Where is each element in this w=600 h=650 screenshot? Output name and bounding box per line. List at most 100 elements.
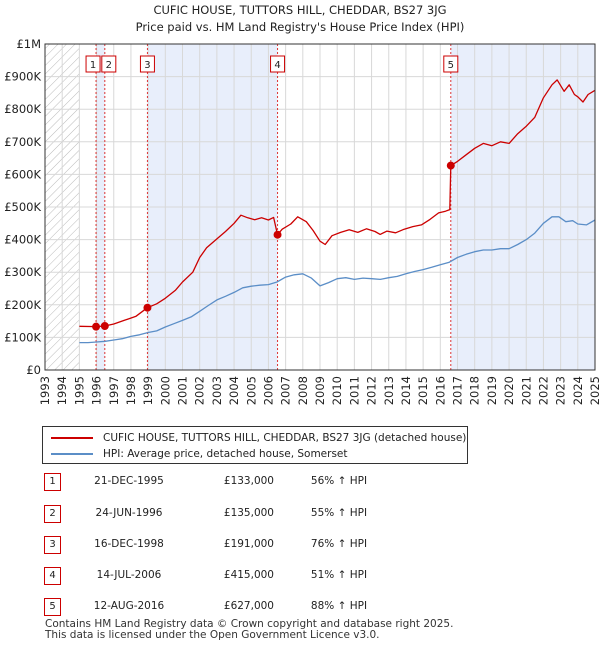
- x-tick-label: 2016: [433, 376, 447, 405]
- x-tick-label: 2010: [330, 376, 344, 405]
- sale-number-badge: 5: [44, 598, 61, 616]
- y-tick-label: £100K: [4, 330, 41, 344]
- property-series-line: [79, 79, 596, 328]
- sale-date: 16-DEC-1998: [94, 538, 164, 550]
- sale-point-marker: [100, 321, 109, 330]
- footer-line-licence: This data is licensed under the Open Gov…: [45, 629, 380, 641]
- legend-label-hpi: HPI: Average price, detached house, Some…: [103, 448, 348, 460]
- price-chart: CUFIC HOUSE, TUTTORS HILL, CHEDDAR, BS27…: [4, 3, 600, 405]
- x-tick-label: 1995: [72, 376, 86, 405]
- sale-number-text: 2: [106, 60, 112, 71]
- legend-item-hpi: HPI: Average price, detached house, Some…: [51, 447, 348, 461]
- x-tick-label: 2004: [227, 376, 241, 405]
- sale-number-box: [443, 55, 459, 73]
- chart-subtitle: Price paid vs. HM Land Registry's House …: [136, 20, 465, 34]
- x-tick-label: 2017: [451, 376, 465, 405]
- sale-price: £135,000: [223, 507, 274, 519]
- x-tick-label: 1997: [107, 376, 121, 405]
- y-tick-label: £1M: [16, 37, 41, 51]
- y-tick-label: £300K: [4, 265, 41, 279]
- sale-hpi-change: 55% ↑ HPI: [310, 507, 368, 519]
- sale-number-badge: 3: [44, 536, 61, 554]
- x-tick-label: 2013: [382, 376, 396, 405]
- x-tick-label: 2007: [279, 376, 293, 405]
- legend-item-property: CUFIC HOUSE, TUTTORS HILL, CHEDDAR, BS27…: [51, 431, 466, 445]
- sale-hpi-change: 56% ↑ HPI: [310, 475, 368, 487]
- sale-number-badge: 4: [44, 567, 61, 585]
- x-tick-label: 2021: [519, 376, 533, 405]
- sale-number-label: 3: [139, 55, 155, 73]
- y-tick-label: £700K: [4, 135, 41, 149]
- sale-hpi-change: 76% ↑ HPI: [310, 538, 368, 550]
- sale-date: 14-JUL-2006: [96, 569, 162, 581]
- x-tick-label: 2012: [365, 376, 379, 405]
- sale-number-label: 1: [85, 55, 101, 73]
- x-tick-label: 2011: [347, 376, 361, 405]
- x-tick-label: 2015: [416, 376, 430, 405]
- sale-date: 12-AUG-2016: [93, 600, 165, 612]
- x-tick-label: 2003: [210, 376, 224, 405]
- x-tick-label: 2023: [554, 376, 568, 405]
- x-tick-label: 2019: [485, 376, 499, 405]
- y-tick-label: £400K: [4, 233, 41, 247]
- x-tick-label: 2005: [244, 376, 258, 405]
- x-tick-label: 2024: [571, 376, 585, 405]
- x-tick-label: 2006: [261, 376, 275, 405]
- sale-row: 2 24-JUN-1996 £135,000 55% ↑ HPI: [44, 505, 444, 523]
- legend-label-property: CUFIC HOUSE, TUTTORS HILL, CHEDDAR, BS27…: [103, 432, 467, 444]
- sale-number-badge: 2: [44, 505, 61, 523]
- x-tick-label: 2014: [399, 376, 413, 405]
- x-tick-label: 2008: [296, 376, 310, 405]
- x-tick-label: 2020: [502, 376, 516, 405]
- x-tick-label: 1999: [141, 376, 155, 405]
- footer-line-copyright: Contains HM Land Registry data © Crown c…: [45, 618, 454, 630]
- sale-hpi-change: 51% ↑ HPI: [310, 569, 368, 581]
- x-tick-label: 2022: [536, 376, 550, 405]
- x-tick-label: 2025: [588, 376, 600, 405]
- y-tick-label: £800K: [4, 102, 41, 116]
- sale-point-marker: [143, 303, 152, 312]
- sale-row: 3 16-DEC-1998 £191,000 76% ↑ HPI: [44, 536, 444, 554]
- y-tick-label: £500K: [4, 200, 41, 214]
- sale-row: 4 14-JUL-2006 £415,000 51% ↑ HPI: [44, 567, 444, 585]
- sale-point-marker: [273, 230, 282, 239]
- sale-number-box: [101, 55, 117, 73]
- sale-date: 24-JUN-1996: [95, 507, 163, 519]
- x-tick-label: 1993: [38, 376, 52, 405]
- x-tick-label: 2001: [176, 376, 190, 405]
- chart-title: CUFIC HOUSE, TUTTORS HILL, CHEDDAR, BS27…: [153, 3, 446, 17]
- sale-price: £133,000: [223, 475, 274, 487]
- y-tick-label: £200K: [4, 298, 41, 312]
- x-tick-label: 2009: [313, 376, 327, 405]
- x-tick-label: 1994: [55, 376, 69, 405]
- y-tick-label: £600K: [4, 167, 41, 181]
- sale-price: £415,000: [223, 569, 274, 581]
- sale-number-text: 4: [274, 60, 280, 71]
- x-tick-label: 1996: [90, 376, 104, 405]
- sale-hpi-change: 88% ↑ HPI: [310, 600, 368, 612]
- sale-date: 21-DEC-1995: [94, 475, 164, 487]
- sale-point-marker: [92, 322, 101, 331]
- sale-number-box: [139, 55, 155, 73]
- y-tick-label: £900K: [4, 70, 41, 84]
- sale-row: 5 12-AUG-2016 £627,000 88% ↑ HPI: [44, 598, 444, 616]
- x-tick-label: 2018: [468, 376, 482, 405]
- footer-attribution: Contains HM Land Registry data © Crown c…: [45, 619, 453, 641]
- sale-point-marker: [446, 161, 455, 170]
- sale-price: £627,000: [223, 600, 274, 612]
- sale-number-text: 1: [90, 60, 96, 71]
- sale-number-label: 2: [101, 55, 117, 73]
- y-tick-label: £0: [26, 363, 41, 377]
- sale-number-label: 4: [270, 55, 286, 73]
- chart-legend: CUFIC HOUSE, TUTTORS HILL, CHEDDAR, BS27…: [42, 426, 468, 464]
- sale-number-text: 5: [448, 60, 454, 71]
- hpi-series-line: [79, 216, 596, 344]
- sale-number-box: [270, 55, 286, 73]
- legend-swatch-property: [51, 437, 93, 439]
- x-tick-label: 1998: [124, 376, 138, 405]
- legend-swatch-hpi: [51, 453, 93, 455]
- x-tick-label: 2000: [158, 376, 172, 405]
- sale-row: 1 21-DEC-1995 £133,000 56% ↑ HPI: [44, 473, 444, 491]
- plot-frame: [44, 43, 596, 371]
- x-tick-label: 2002: [193, 376, 207, 405]
